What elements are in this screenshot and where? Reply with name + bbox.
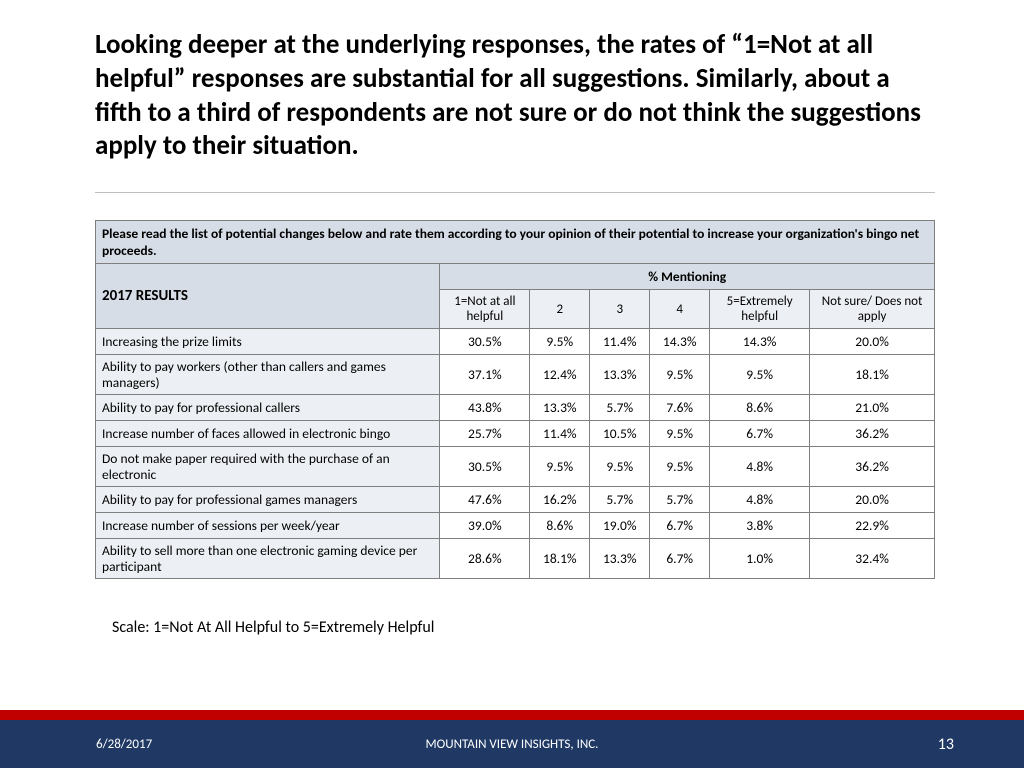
table-row: Ability to pay workers (other than calle… [96, 355, 935, 395]
table-row: Increase number of sessions per week/yea… [96, 513, 935, 539]
column-header: 1=Not at all helpful [440, 290, 530, 329]
data-cell: 30.5% [440, 329, 530, 355]
data-cell: 4.8% [710, 487, 810, 513]
data-cell: 8.6% [710, 395, 810, 421]
data-cell: 43.8% [440, 395, 530, 421]
data-cell: 37.1% [440, 355, 530, 395]
table-row: Do not make paper required with the purc… [96, 447, 935, 487]
data-cell: 7.6% [650, 395, 710, 421]
row-label: Ability to pay workers (other than calle… [96, 355, 440, 395]
data-cell: 36.2% [810, 447, 935, 487]
data-cell: 18.1% [530, 539, 590, 579]
mentioning-header: % Mentioning [440, 264, 935, 290]
data-cell: 5.7% [650, 487, 710, 513]
slide: Looking deeper at the underlying respons… [0, 0, 1024, 768]
data-cell: 4.8% [710, 447, 810, 487]
slide-title: Looking deeper at the underlying respons… [95, 28, 935, 163]
divider [95, 192, 935, 193]
data-cell: 9.5% [530, 329, 590, 355]
data-cell: 9.5% [650, 447, 710, 487]
data-cell: 6.7% [710, 421, 810, 447]
data-cell: 18.1% [810, 355, 935, 395]
row-label: Increase number of sessions per week/yea… [96, 513, 440, 539]
row-label: Ability to pay for professional games ma… [96, 487, 440, 513]
data-cell: 10.5% [590, 421, 650, 447]
row-label: Increasing the prize limits [96, 329, 440, 355]
data-cell: 30.5% [440, 447, 530, 487]
data-cell: 20.0% [810, 329, 935, 355]
data-cell: 25.7% [440, 421, 530, 447]
table-row: Ability to sell more than one electronic… [96, 539, 935, 579]
row-label: Increase number of faces allowed in elec… [96, 421, 440, 447]
data-cell: 5.7% [590, 487, 650, 513]
column-header: 3 [590, 290, 650, 329]
row-label: Ability to sell more than one electronic… [96, 539, 440, 579]
column-header: 4 [650, 290, 710, 329]
column-header: 5=Extremely helpful [710, 290, 810, 329]
data-cell: 5.7% [590, 395, 650, 421]
data-cell: 14.3% [650, 329, 710, 355]
scale-note: Scale: 1=Not At All Helpful to 5=Extreme… [112, 618, 434, 637]
data-cell: 9.5% [650, 421, 710, 447]
footer-accent-bar [0, 710, 1024, 720]
data-cell: 14.3% [710, 329, 810, 355]
data-cell: 39.0% [440, 513, 530, 539]
data-cell: 11.4% [590, 329, 650, 355]
data-cell: 28.6% [440, 539, 530, 579]
data-cell: 3.8% [710, 513, 810, 539]
column-header: 2 [530, 290, 590, 329]
results-table: Please read the list of potential change… [95, 220, 935, 579]
data-cell: 21.0% [810, 395, 935, 421]
table-row: Ability to pay for professional games ma… [96, 487, 935, 513]
table-row: Increase number of faces allowed in elec… [96, 421, 935, 447]
data-cell: 6.7% [650, 513, 710, 539]
data-cell: 11.4% [530, 421, 590, 447]
data-cell: 22.9% [810, 513, 935, 539]
footer-page: 13 [938, 735, 954, 754]
data-cell: 1.0% [710, 539, 810, 579]
data-cell: 13.3% [530, 395, 590, 421]
data-cell: 6.7% [650, 539, 710, 579]
data-cell: 36.2% [810, 421, 935, 447]
row-label: Do not make paper required with the purc… [96, 447, 440, 487]
row-label: Ability to pay for professional callers [96, 395, 440, 421]
results-table-wrap: Please read the list of potential change… [95, 220, 935, 579]
footer-bar: 6/28/2017 MOUNTAIN VIEW INSIGHTS, INC. 1… [0, 720, 1024, 768]
table-row: Ability to pay for professional callers4… [96, 395, 935, 421]
data-cell: 12.4% [530, 355, 590, 395]
data-cell: 9.5% [710, 355, 810, 395]
data-cell: 8.6% [530, 513, 590, 539]
data-cell: 19.0% [590, 513, 650, 539]
data-cell: 9.5% [530, 447, 590, 487]
data-cell: 16.2% [530, 487, 590, 513]
data-cell: 13.3% [590, 355, 650, 395]
footer-org: MOUNTAIN VIEW INSIGHTS, INC. [0, 737, 1024, 752]
data-cell: 47.6% [440, 487, 530, 513]
data-cell: 9.5% [650, 355, 710, 395]
data-cell: 32.4% [810, 539, 935, 579]
table-row: Increasing the prize limits30.5%9.5%11.4… [96, 329, 935, 355]
data-cell: 13.3% [590, 539, 650, 579]
column-header: Not sure/ Does not apply [810, 290, 935, 329]
results-label: 2017 RESULTS [96, 264, 440, 329]
data-cell: 20.0% [810, 487, 935, 513]
data-cell: 9.5% [590, 447, 650, 487]
table-prompt: Please read the list of potential change… [96, 221, 935, 264]
